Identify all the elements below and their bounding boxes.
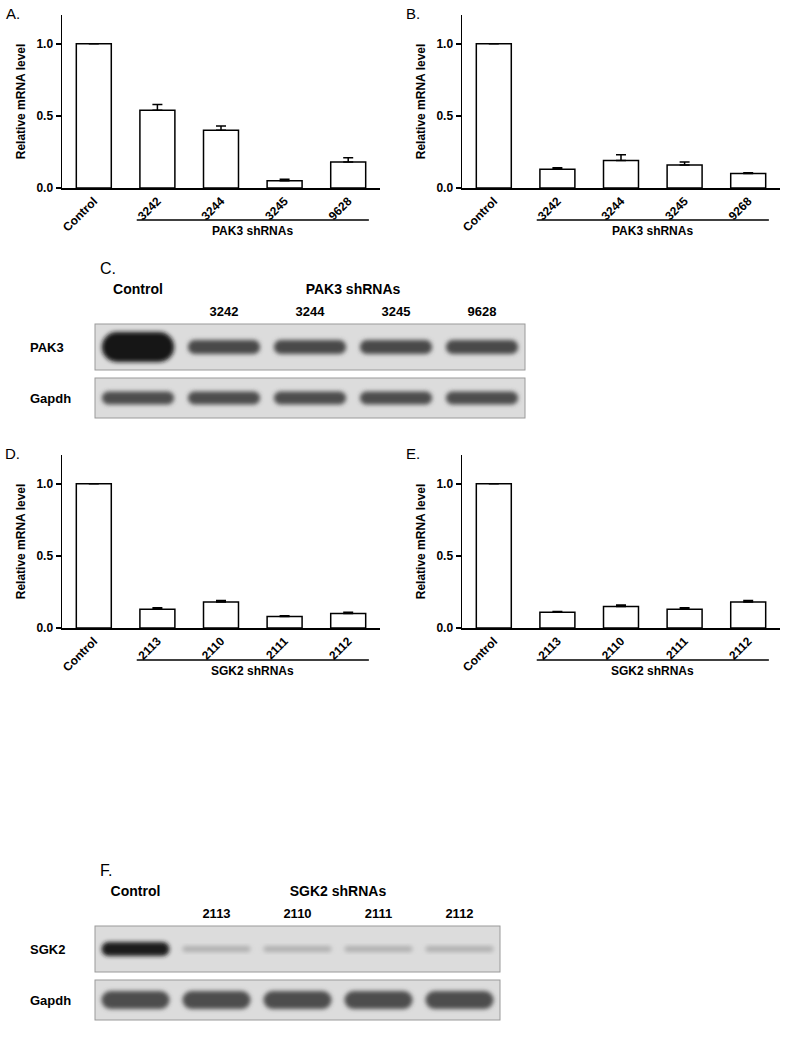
svg-text:2110: 2110 [283,906,311,921]
svg-text:2111: 2111 [365,906,393,921]
svg-text:Control: Control [460,634,500,674]
svg-text:PAK3 shRNAs: PAK3 shRNAs [306,281,401,297]
svg-text:3245: 3245 [262,194,291,223]
svg-text:0.5: 0.5 [36,109,53,123]
svg-text:A.: A. [6,5,20,22]
svg-text:2113: 2113 [535,634,564,663]
svg-text:0.0: 0.0 [36,181,53,195]
svg-text:Control: Control [60,634,100,674]
svg-text:2113: 2113 [135,634,164,663]
svg-text:C.: C. [100,260,116,277]
svg-text:9628: 9628 [468,304,497,319]
svg-text:9628: 9628 [326,194,355,223]
svg-text:Relative mRNA level: Relative mRNA level [414,44,428,160]
svg-text:0.5: 0.5 [36,549,53,563]
svg-text:Relative mRNA level: Relative mRNA level [414,484,428,600]
svg-text:SGK2 shRNAs: SGK2 shRNAs [290,883,387,899]
svg-text:3242: 3242 [535,194,564,223]
svg-text:3244: 3244 [199,194,228,223]
svg-text:D.: D. [5,445,20,462]
svg-text:Gapdh: Gapdh [30,391,71,406]
svg-text:3245: 3245 [382,304,411,319]
svg-text:PAK3 shRNAs: PAK3 shRNAs [612,224,693,238]
svg-text:9268: 9268 [726,194,755,223]
svg-text:Relative mRNA level: Relative mRNA level [14,44,28,160]
svg-text:SGK2 shRNAs: SGK2 shRNAs [611,664,694,678]
svg-text:0.5: 0.5 [436,549,453,563]
svg-text:Gapdh: Gapdh [30,993,71,1008]
svg-text:Control: Control [113,281,163,297]
svg-text:0.0: 0.0 [436,621,453,635]
svg-text:Control: Control [60,194,100,234]
svg-text:1.0: 1.0 [436,37,453,51]
svg-text:1.0: 1.0 [436,477,453,491]
svg-text:PAK3: PAK3 [30,340,64,355]
svg-text:3242: 3242 [135,194,164,223]
svg-text:PAK3 shRNAs: PAK3 shRNAs [212,224,293,238]
svg-text:2112: 2112 [445,906,473,921]
svg-text:B.: B. [406,5,420,22]
svg-text:0.5: 0.5 [436,109,453,123]
svg-text:2111: 2111 [263,634,291,662]
svg-text:E.: E. [406,445,420,462]
svg-text:0.0: 0.0 [436,181,453,195]
svg-text:SGK2: SGK2 [30,942,65,957]
svg-text:2112: 2112 [326,634,355,663]
svg-text:F.: F. [100,862,112,879]
svg-text:2112: 2112 [726,634,755,663]
svg-text:2113: 2113 [202,906,230,921]
svg-text:2111: 2111 [663,634,691,662]
svg-text:Relative mRNA level: Relative mRNA level [14,484,28,600]
svg-text:1.0: 1.0 [36,37,53,51]
svg-text:2110: 2110 [599,634,628,663]
svg-text:Control: Control [460,194,500,234]
svg-text:Control: Control [111,883,161,899]
svg-text:3244: 3244 [599,194,628,223]
svg-text:2110: 2110 [199,634,228,663]
svg-text:SGK2 shRNAs: SGK2 shRNAs [211,664,294,678]
svg-text:3242: 3242 [210,304,239,319]
svg-text:0.0: 0.0 [36,621,53,635]
svg-text:1.0: 1.0 [36,477,53,491]
svg-text:3244: 3244 [296,304,326,319]
svg-text:3245: 3245 [662,194,691,223]
